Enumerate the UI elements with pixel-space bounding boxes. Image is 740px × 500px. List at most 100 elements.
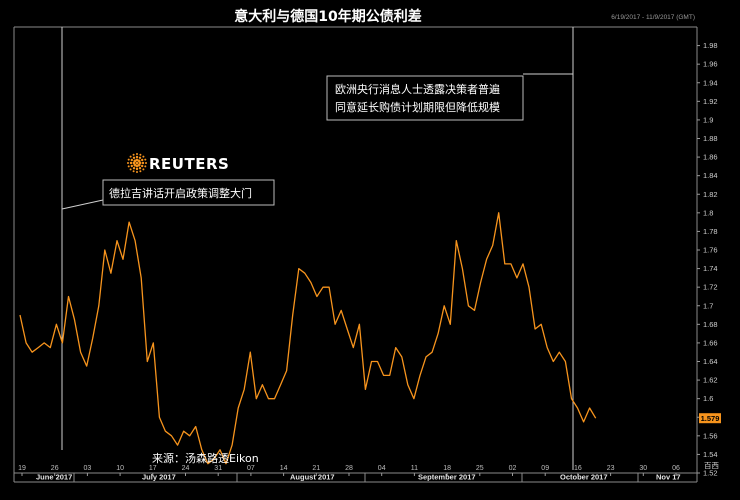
reuters-dot (138, 156, 142, 159)
y-tick-label: 1.82 (703, 190, 718, 199)
x-tick-label: 04 (378, 465, 386, 472)
reuters-dot (127, 158, 130, 161)
month-label: October 2017 (560, 473, 608, 482)
x-tick-label: 30 (639, 465, 647, 472)
x-tick-label: 09 (541, 465, 549, 472)
reuters-dot (132, 153, 135, 156)
month-label: August 2017 (290, 473, 335, 482)
y-tick-label: 1.52 (703, 469, 718, 478)
y-tick-label: 1.8 (703, 208, 713, 217)
reuters-dot (127, 162, 129, 164)
date-range: 6/19/2017 - 11/9/2017 (GMT) (611, 14, 695, 21)
plot-frame (13, 26, 698, 483)
annotation-lines (61, 27, 574, 470)
month-label: September 2017 (418, 473, 476, 482)
y-tick-label: 1.88 (703, 134, 718, 143)
x-tick-label: 02 (509, 465, 517, 472)
reuters-dot (135, 158, 139, 162)
source-text: 来源：汤森路透Eikon (152, 451, 259, 465)
y-tick-label: 1.86 (703, 153, 718, 162)
y-tick-label: 1.94 (703, 78, 718, 87)
reuters-dot (135, 167, 139, 171)
annotation-ecb-line-2: 同意延长购债计划期限但降低规模 (335, 100, 500, 114)
y-tick-label: 1.92 (703, 97, 718, 106)
reuters-dot (141, 158, 144, 162)
reuters-dot (137, 163, 141, 167)
x-tick-label: 21 (312, 465, 320, 472)
annotation-draghi-box (102, 179, 275, 206)
y-tick-label: 1.76 (703, 246, 718, 255)
reuters-dot (144, 165, 147, 168)
reuters-dot (145, 162, 147, 164)
chart-title: 意大利与德国10年期公债利差 (234, 8, 421, 25)
reuters-dot (136, 153, 138, 155)
reuters-logo-mark (127, 153, 147, 173)
reuters-dot (135, 161, 139, 165)
reuters-dot (135, 164, 139, 168)
y-tick-label: 1.84 (703, 171, 718, 180)
x-tick-label: 14 (280, 465, 288, 472)
y-tick-label: 1.7 (703, 301, 713, 310)
x-tick-label: 17 (149, 465, 157, 472)
y-tick-label: 1.66 (703, 338, 718, 347)
reuters-dot (130, 164, 133, 168)
y-tick-label: 1.78 (703, 227, 718, 236)
reuters-dot (133, 159, 137, 163)
reuters-dot (129, 161, 133, 165)
annotation-ecb: 欧洲央行消息人士透露决策者普遍 同意延长购债计划期限但降低规模 (326, 75, 524, 121)
y-axis: 1.521.541.561.581.61.621.641.661.681.71.… (697, 41, 718, 478)
y-tick-label: 1.9 (703, 115, 713, 124)
y-tick-label: 1.56 (703, 431, 718, 440)
reuters-dot (144, 158, 147, 161)
reuters-dot (133, 163, 137, 167)
x-tick-label: 19 (18, 465, 26, 472)
reuters-dot (127, 165, 130, 168)
reuters-dot (138, 161, 142, 165)
series-line (19, 212, 597, 465)
x-axis: 19 26 03 10 17 24 31 07 14 21 28 04 11 18 25 02 09 16 23 30… (18, 465, 680, 476)
y-tick-label: 1.72 (703, 283, 718, 292)
reuters-dot (142, 168, 145, 171)
reuters-dot (132, 161, 136, 165)
y-tick-label: 1.62 (703, 376, 718, 385)
x-tick-label: 07 (247, 465, 255, 472)
reuters-dot (135, 155, 139, 159)
y-tick-label: 1.96 (703, 60, 718, 69)
reuters-dot (136, 171, 138, 173)
x-tick-label: 16 (574, 465, 582, 472)
x-tick-label: 10 (116, 465, 124, 472)
x-tick-label: 03 (84, 465, 92, 472)
annotation-leader-draghi (61, 199, 104, 210)
reuters-dot (141, 164, 144, 168)
x-tick-label: 11 (411, 465, 418, 472)
reuters-dot (129, 155, 132, 158)
last-value-label: 1.579 (701, 414, 720, 423)
x-tick-label: 18 (443, 465, 451, 472)
reuters-dot (132, 170, 135, 173)
month-label: Nov 17 (656, 473, 681, 482)
annotation-ecb-line-1: 欧洲央行消息人士透露决策者普遍 (335, 82, 500, 96)
last-value-tag: 1.579 (699, 413, 721, 424)
reuters-dot (141, 161, 145, 165)
y-tick-label: 1.54 (703, 450, 718, 459)
x-tick-label: 31 (214, 465, 222, 472)
annotation-ecb-box (326, 75, 524, 121)
reuters-dot (138, 167, 142, 170)
reuters-logo-text: REUTERS (149, 155, 229, 173)
reuters-dot (142, 155, 145, 158)
y-tick-label: 1.68 (703, 320, 718, 329)
series-layer (19, 212, 597, 465)
unit-label: 百西 (704, 461, 719, 470)
month-label: June 2017 (36, 473, 72, 482)
x-tick-label: 28 (345, 465, 353, 472)
x-tick-label: 26 (51, 465, 59, 472)
annotation-draghi-line-1: 德拉吉讲话开启政策调整大门 (109, 186, 252, 200)
x-tick-label: 23 (607, 465, 615, 472)
reuters-logo: REUTERS (127, 153, 229, 173)
month-axis: June 2017 July 2017 August 2017 September 2… (36, 473, 681, 482)
reuters-dot (139, 153, 142, 156)
reuters-dot (132, 156, 136, 159)
x-tick-label: 24 (182, 465, 190, 472)
y-tick-label: 1.64 (703, 357, 718, 366)
